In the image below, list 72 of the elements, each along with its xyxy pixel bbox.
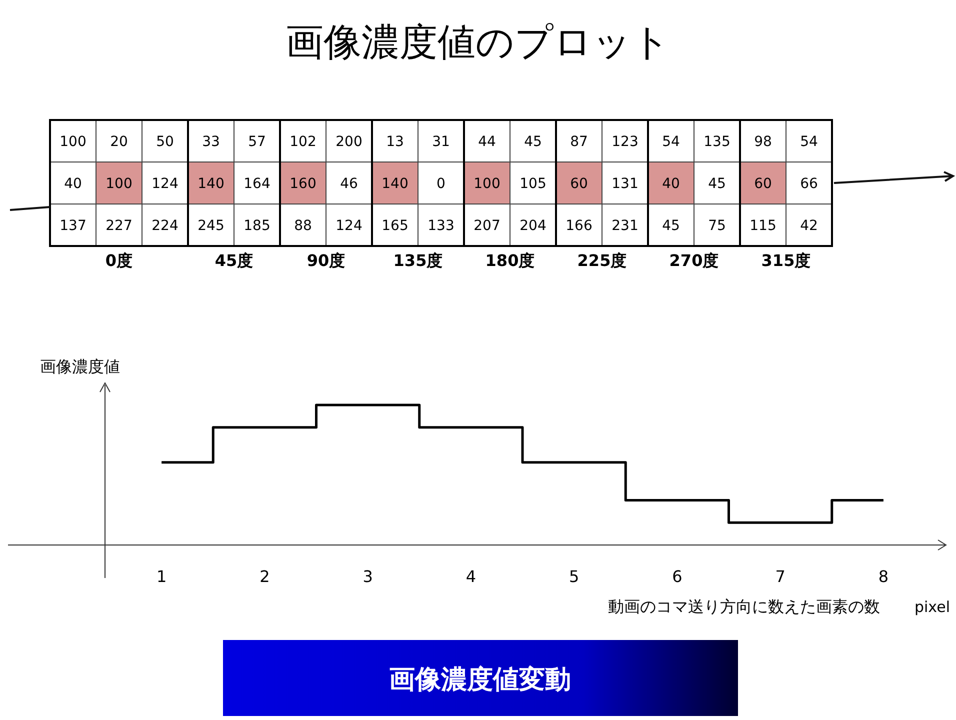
data-label: 224 — [152, 218, 178, 234]
data-label: 45 — [524, 134, 542, 150]
data-label: 45 — [662, 218, 680, 234]
text: 画像濃度値変動 — [389, 665, 571, 695]
data-label: 33 — [202, 134, 220, 150]
data-label: 123 — [612, 134, 638, 150]
data-label: 40 — [662, 176, 680, 192]
y-axis-title: 画像濃度値 — [40, 357, 120, 376]
data-label: 102 — [290, 134, 316, 150]
data-label: 105 — [520, 176, 546, 192]
data-label: 46 — [340, 176, 358, 192]
text: 45度 — [214, 251, 254, 270]
x-axis-title: 動画のコマ送り方向に数えた画素の数 — [608, 597, 880, 616]
data-label: 57 — [248, 134, 266, 150]
data-label: 98 — [754, 134, 772, 150]
data-label: 66 — [800, 176, 818, 192]
text: 135度 — [393, 251, 443, 270]
data-label: 140 — [382, 176, 408, 192]
data-label: 13 — [386, 134, 404, 150]
data-label: 0 — [436, 176, 446, 192]
x-tick-label: 4 — [466, 567, 476, 586]
data-label: 100 — [474, 176, 500, 192]
x-tick-label: 8 — [878, 567, 889, 586]
data-label: 245 — [198, 218, 224, 234]
data-label: 124 — [152, 176, 178, 192]
text: 0度 — [105, 251, 133, 270]
data-label: 207 — [474, 218, 500, 234]
x-tick-label: 7 — [775, 567, 786, 586]
data-label: 44 — [478, 134, 496, 150]
data-label: 204 — [520, 218, 546, 234]
x-tick-label: 3 — [362, 567, 373, 586]
text: 270度 — [669, 251, 719, 270]
data-label: 45 — [708, 176, 726, 192]
data-label: 54 — [662, 134, 680, 150]
text: 180度 — [485, 251, 535, 270]
data-label: 40 — [64, 176, 82, 192]
x-tick-label: 6 — [672, 567, 682, 586]
text: 90度 — [306, 251, 346, 270]
data-label: 137 — [60, 218, 86, 234]
data-label: 42 — [800, 218, 818, 234]
data-label: 75 — [708, 218, 726, 234]
data-label: 165 — [382, 218, 408, 234]
data-label: 115 — [750, 218, 776, 234]
data-label: 88 — [294, 218, 312, 234]
data-label: 160 — [290, 176, 316, 192]
data-label: 135 — [704, 134, 730, 150]
data-label: 60 — [754, 176, 772, 192]
data-label: 54 — [800, 134, 818, 150]
x-tick-label: 5 — [568, 567, 580, 586]
text: 315度 — [761, 251, 811, 270]
data-label: 231 — [612, 218, 638, 234]
data-label: 131 — [612, 176, 638, 192]
data-label: 166 — [566, 218, 592, 234]
data-label: 140 — [198, 176, 224, 192]
text: 225度 — [577, 251, 627, 270]
data-label: 124 — [336, 218, 362, 234]
data-label: 60 — [570, 176, 588, 192]
data-label: 164 — [244, 176, 270, 192]
data-label: 200 — [336, 134, 362, 150]
data-label: 31 — [432, 134, 450, 150]
x-tick-label: 2 — [260, 567, 270, 586]
data-label: 133 — [428, 218, 454, 234]
data-label: 87 — [570, 134, 588, 150]
text: pixel — [914, 598, 950, 616]
data-label: 20 — [110, 134, 128, 150]
chart-title: 画像濃度値のプロット — [286, 20, 670, 64]
x-tick-label: 1 — [156, 567, 167, 586]
data-label: 100 — [60, 134, 86, 150]
data-label: 227 — [106, 218, 132, 234]
data-label: 185 — [244, 218, 270, 234]
data-label: 100 — [106, 176, 132, 192]
data-label: 50 — [156, 134, 174, 150]
